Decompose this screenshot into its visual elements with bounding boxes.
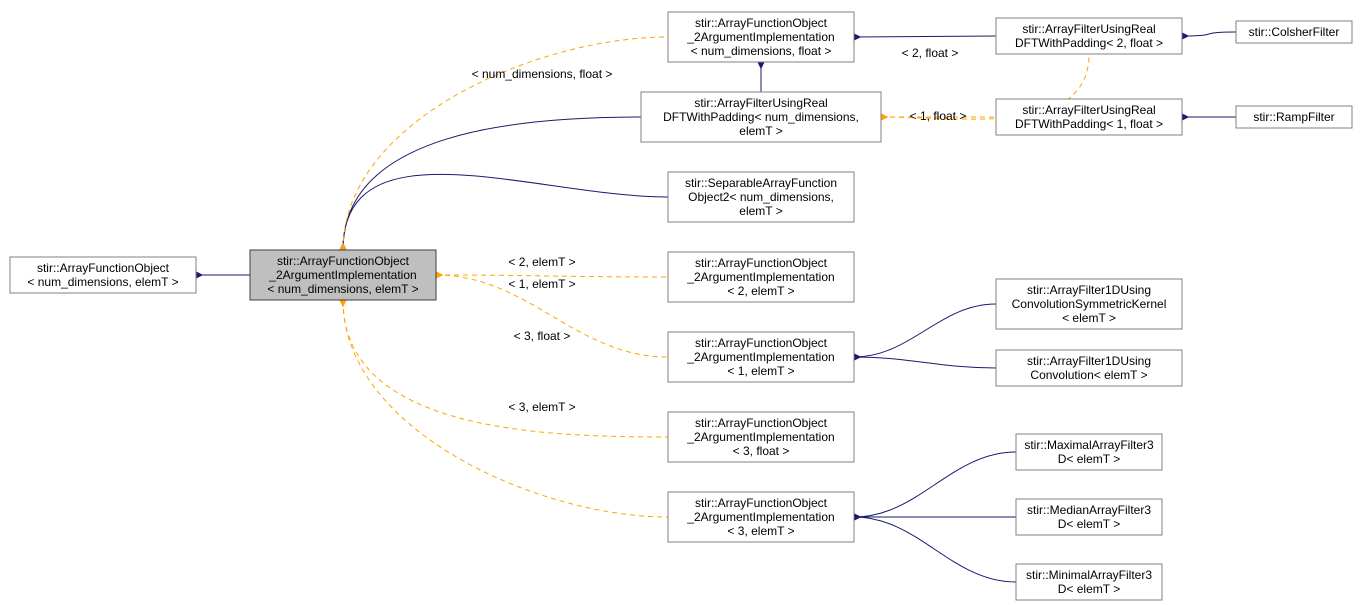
node-ramp[interactable]: stir::RampFilter <box>1236 106 1352 128</box>
edge-afo2_ne-sep2 <box>343 174 668 250</box>
edge-afo2_3e-max3d <box>854 452 1016 517</box>
edge-label-dft_ne-dft_1f: < 1, float > <box>910 109 967 123</box>
edge-label-afo2_ne-afo2_2e: < 2, elemT > <box>508 255 575 269</box>
node-afo2_1e-line-1: _2ArgumentImplementation <box>686 350 834 364</box>
node-dft_ne-line-2: elemT > <box>739 124 782 138</box>
node-min3d-line-1: D< elemT > <box>1058 582 1120 596</box>
node-afo2_1e[interactable]: stir::ArrayFunctionObject_2ArgumentImple… <box>668 332 854 382</box>
node-max3d-line-0: stir::MaximalArrayFilter3 <box>1024 438 1154 452</box>
class-diagram: < 2, float > < 1, float > < num_dimensions… <box>0 0 1360 605</box>
edge-dft_2f-colsher <box>1182 32 1236 36</box>
node-med3d-line-1: D< elemT > <box>1058 517 1120 531</box>
node-dft_1f-line-0: stir::ArrayFilterUsingReal <box>1022 103 1155 117</box>
node-colsher[interactable]: stir::ColsherFilter <box>1236 21 1352 43</box>
edge-afo2_nf-dft_2f <box>854 36 996 37</box>
node-dft_ne-line-0: stir::ArrayFilterUsingReal <box>694 96 827 110</box>
node-min3d[interactable]: stir::MinimalArrayFilter3D< elemT > <box>1016 564 1162 600</box>
node-med3d-line-0: stir::MedianArrayFilter3 <box>1027 503 1151 517</box>
node-sep2-line-0: stir::SeparableArrayFunction <box>685 176 837 190</box>
node-afo2_2e-line-1: _2ArgumentImplementation <box>686 270 834 284</box>
node-conv_sym-line-1: ConvolutionSymmetricKernel <box>1012 297 1167 311</box>
node-dft_2f[interactable]: stir::ArrayFilterUsingRealDFTWithPadding… <box>996 18 1182 54</box>
node-afo2_ne-line-1: _2ArgumentImplementation <box>268 268 416 282</box>
node-conv_sym-line-2: < elemT > <box>1062 311 1116 325</box>
edge-label-afo2_ne-afo2_3e: < 3, elemT > <box>508 400 575 414</box>
node-conv-line-1: Convolution< elemT > <box>1030 368 1147 382</box>
node-afo2_nf-line-0: stir::ArrayFunctionObject <box>695 16 828 30</box>
node-dft_2f-line-1: DFTWithPadding< 2, float > <box>1015 36 1163 50</box>
node-dft_1f[interactable]: stir::ArrayFilterUsingRealDFTWithPadding… <box>996 99 1182 135</box>
node-afo2_3e-line-1: _2ArgumentImplementation <box>686 510 834 524</box>
edge-label-afo2_ne-afo2_nf: < num_dimensions, float > <box>472 67 613 81</box>
node-afo2_3e-line-0: stir::ArrayFunctionObject <box>695 496 828 510</box>
node-afo2_ne-line-2: < num_dimensions, elemT > <box>267 282 418 296</box>
node-afo-line-0: stir::ArrayFunctionObject <box>37 261 170 275</box>
node-afo2_2e-line-2: < 2, elemT > <box>727 284 794 298</box>
edge-afo2_3e-min3d <box>854 517 1016 582</box>
node-dft_2f-line-0: stir::ArrayFilterUsingReal <box>1022 22 1155 36</box>
node-sep2-line-1: Object2< num_dimensions, <box>688 190 834 204</box>
node-dft_ne[interactable]: stir::ArrayFilterUsingRealDFTWithPadding… <box>641 92 881 142</box>
node-min3d-line-0: stir::MinimalArrayFilter3 <box>1026 568 1152 582</box>
node-afo2_3f-line-0: stir::ArrayFunctionObject <box>695 416 828 430</box>
node-afo2_ne[interactable]: stir::ArrayFunctionObject_2ArgumentImple… <box>250 250 436 300</box>
node-layer: stir::ArrayFunctionObject< num_dimension… <box>10 12 1352 600</box>
node-afo-line-1: < num_dimensions, elemT > <box>27 275 178 289</box>
node-sep2[interactable]: stir::SeparableArrayFunctionObject2< num… <box>668 172 854 222</box>
node-afo2_2e-line-0: stir::ArrayFunctionObject <box>695 256 828 270</box>
node-conv_sym-line-0: stir::ArrayFilter1DUsing <box>1027 283 1151 297</box>
node-afo2_1e-line-2: < 1, elemT > <box>727 364 794 378</box>
node-afo2_3f[interactable]: stir::ArrayFunctionObject_2ArgumentImple… <box>668 412 854 462</box>
edge-label-dft_ne-dft_2f: < 2, float > <box>902 46 959 60</box>
node-afo2_ne-line-0: stir::ArrayFunctionObject <box>277 254 410 268</box>
node-afo2_nf-line-1: _2ArgumentImplementation <box>686 30 834 44</box>
node-afo2_3f-line-1: _2ArgumentImplementation <box>686 430 834 444</box>
edge-afo2_1e-conv <box>854 357 996 368</box>
node-dft_ne-line-1: DFTWithPadding< num_dimensions, <box>663 110 859 124</box>
node-ramp-line-0: stir::RampFilter <box>1253 110 1334 124</box>
node-dft_1f-line-1: DFTWithPadding< 1, float > <box>1015 117 1163 131</box>
node-med3d[interactable]: stir::MedianArrayFilter3D< elemT > <box>1016 499 1162 535</box>
node-sep2-line-2: elemT > <box>739 204 782 218</box>
edge-afo2_ne-afo2_3e <box>343 300 668 517</box>
node-afo2_3f-line-2: < 3, float > <box>733 444 790 458</box>
node-conv-line-0: stir::ArrayFilter1DUsing <box>1027 354 1151 368</box>
node-max3d[interactable]: stir::MaximalArrayFilter3D< elemT > <box>1016 434 1162 470</box>
node-afo2_2e[interactable]: stir::ArrayFunctionObject_2ArgumentImple… <box>668 252 854 302</box>
node-max3d-line-1: D< elemT > <box>1058 452 1120 466</box>
node-afo2_nf-line-2: < num_dimensions, float > <box>691 44 832 58</box>
node-colsher-line-0: stir::ColsherFilter <box>1249 25 1340 39</box>
edge-afo2_1e-conv_sym <box>854 304 996 357</box>
node-conv_sym[interactable]: stir::ArrayFilter1DUsingConvolutionSymme… <box>996 279 1182 329</box>
node-afo2_1e-line-0: stir::ArrayFunctionObject <box>695 336 828 350</box>
node-afo2_3e-line-2: < 3, elemT > <box>727 524 794 538</box>
edge-afo2_ne-afo2_3f <box>343 300 668 437</box>
edge-label-afo2_ne-afo2_3f: < 3, float > <box>514 329 571 343</box>
node-afo[interactable]: stir::ArrayFunctionObject< num_dimension… <box>10 257 196 293</box>
edge-label-afo2_ne-afo2_1e: < 1, elemT > <box>508 277 575 291</box>
node-afo2_nf[interactable]: stir::ArrayFunctionObject_2ArgumentImple… <box>668 12 854 62</box>
node-afo2_3e[interactable]: stir::ArrayFunctionObject_2ArgumentImple… <box>668 492 854 542</box>
edge-afo2_ne-dft_ne <box>343 117 641 250</box>
node-conv[interactable]: stir::ArrayFilter1DUsingConvolution< ele… <box>996 350 1182 386</box>
